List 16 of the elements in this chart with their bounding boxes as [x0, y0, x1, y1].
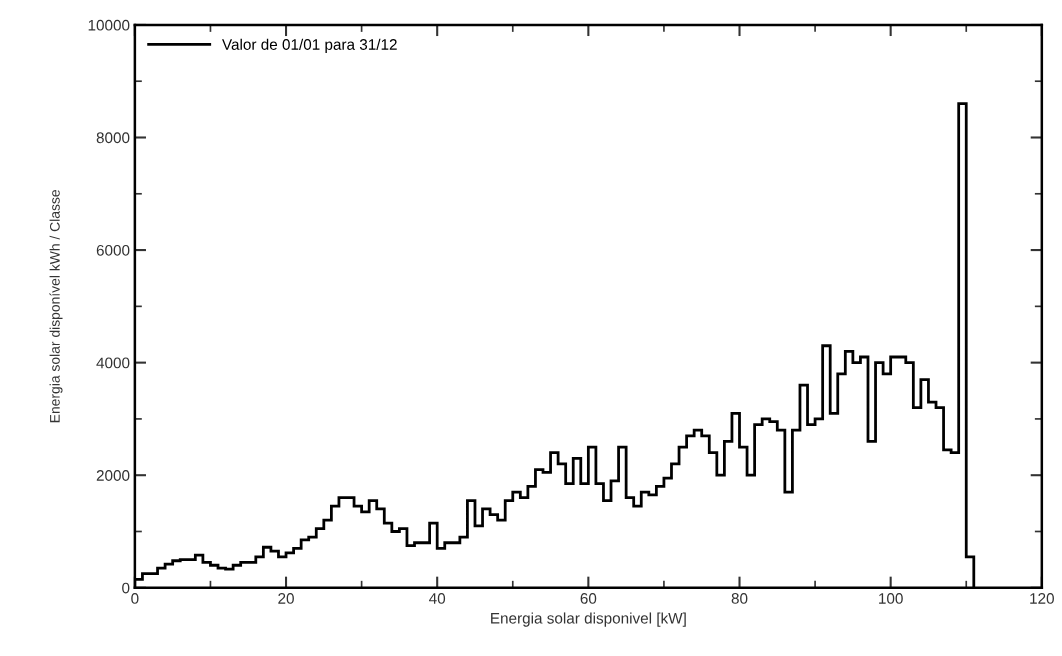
y-tick-label: 10000 [88, 19, 130, 31]
x-tick-label: 20 [278, 593, 294, 604]
x-tick-label: 40 [429, 593, 446, 604]
y-tick-label: 6000 [96, 244, 130, 256]
y-tick-label: 4000 [96, 357, 130, 369]
x-tick-label: 120 [1030, 593, 1054, 604]
legend-label: Valor de 01/01 para 31/12 [222, 38, 397, 53]
x-tick-label: 80 [731, 593, 748, 604]
x-tick-label: 60 [580, 593, 597, 604]
x-axis-title: Energia solar disponivel [kW] [491, 612, 686, 627]
x-tick-label: 0 [131, 593, 139, 604]
y-tick-label: 8000 [96, 132, 130, 144]
y-axis-title: Energia solar disponível kWh / Classe [49, 190, 63, 423]
y-tick-label: 2000 [96, 470, 130, 481]
x-tick-label: 100 [879, 593, 903, 604]
y-tick-label: 0 [122, 582, 130, 594]
